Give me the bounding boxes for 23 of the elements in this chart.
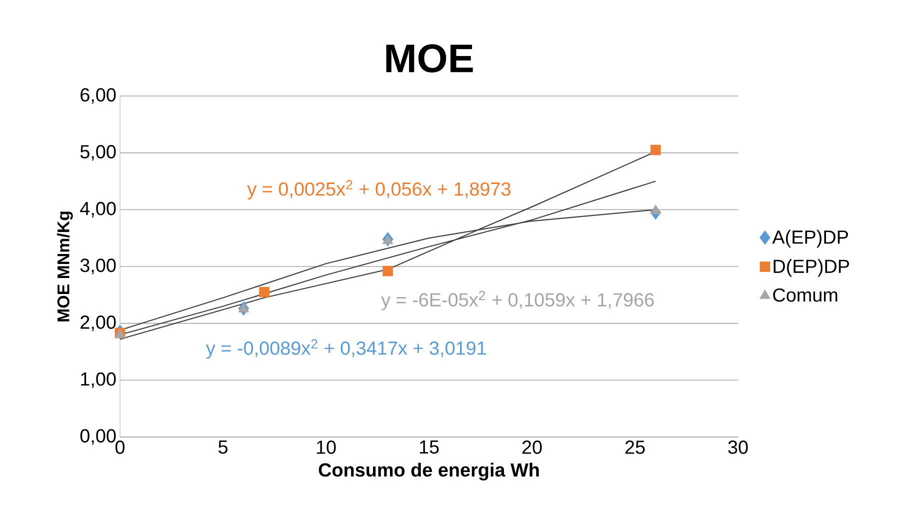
legend-label: D(EP)DP	[774, 259, 850, 277]
y-axis-title: MOE MNm/Kg	[56, 212, 73, 322]
annotation: y = -6E-05x$^{2}$ + 0,1059x + 1,7966	[381, 290, 654, 310]
x-tick-label: 5	[218, 440, 228, 454]
y-tick-label: 3,00	[80, 258, 116, 274]
x-tick-label: 0	[115, 440, 125, 454]
chart-title: MOE	[386, 44, 473, 72]
x-tick-label: 15	[420, 440, 439, 454]
y-tick-label: 0,00	[80, 429, 116, 445]
y-tick-label: 1,00	[81, 372, 116, 388]
annotation: y = -0,0089x$^{2}$ + 0,3417x + 3,0191	[206, 339, 486, 359]
y-tick-label: 4,00	[80, 202, 116, 218]
y-tick-label: 5,00	[80, 145, 116, 161]
annotation: y = 0,0025x$^{2}$ + 0,056x + 1,8973	[247, 180, 510, 200]
x-tick-label: 30	[728, 440, 748, 454]
y-tick-label: 2,00	[80, 316, 116, 332]
x-axis-title: Consumo de energia Wh	[318, 462, 539, 480]
y-tick-label: 6,00	[80, 88, 116, 104]
legend-label: Comum	[773, 288, 838, 302]
x-tick-label: 20	[522, 440, 542, 454]
x-tick-label: 10	[316, 440, 336, 454]
x-tick-label: 25	[625, 440, 645, 454]
legend-label: A(EP)DP	[772, 230, 848, 248]
